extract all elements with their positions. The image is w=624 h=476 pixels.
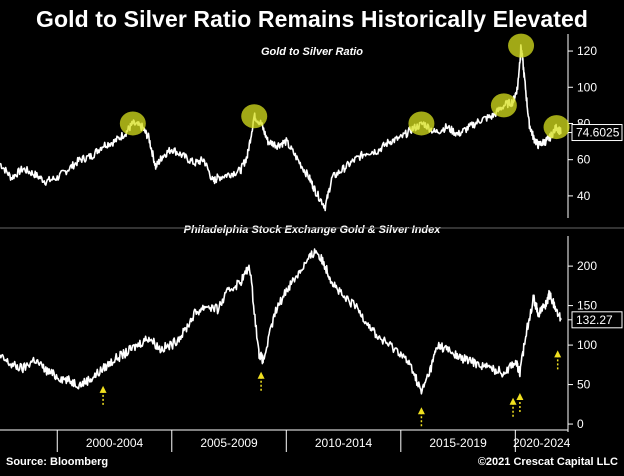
series-line xyxy=(0,248,562,395)
peak-highlight-marker xyxy=(408,111,435,136)
y-tick-label: 120 xyxy=(577,44,597,58)
x-period-label: 2015-2019 xyxy=(429,436,487,450)
x-period-label: 2000-2004 xyxy=(86,436,144,450)
y-tick-label: 50 xyxy=(577,378,591,392)
y-tick-label: 60 xyxy=(577,153,591,167)
low-arrow-head xyxy=(417,407,425,415)
low-arrow-head xyxy=(509,397,517,405)
y-tick-label: 0 xyxy=(577,417,584,431)
last-value-box xyxy=(571,124,623,142)
index-panel: Philadelphia Stock Exchange Gold & Silve… xyxy=(0,224,623,452)
peak-highlight-marker xyxy=(241,104,268,129)
page-title: Gold to Silver Ratio Remains Historicall… xyxy=(35,6,589,32)
peak-highlight-marker xyxy=(508,33,535,58)
ratio-chart-title: Gold to Silver Ratio xyxy=(261,46,363,58)
y-tick-label: 150 xyxy=(577,299,597,313)
low-arrow-head xyxy=(516,393,524,401)
x-period-label: 2005-2009 xyxy=(200,436,258,450)
x-period-label: 2020-2024 xyxy=(513,436,571,450)
peak-highlight-marker xyxy=(119,111,146,136)
y-tick-label: 200 xyxy=(577,259,597,273)
last-value-label: 74.6025 xyxy=(576,126,620,140)
low-arrow-head xyxy=(257,371,265,379)
low-arrow-head xyxy=(554,350,562,358)
low-arrow-head xyxy=(99,385,107,393)
index-chart-title: Philadelphia Stock Exchange Gold & Silve… xyxy=(184,224,442,236)
source-label: Source: Bloomberg xyxy=(6,456,109,468)
copyright-label: ©2021 Crescat Capital LLC xyxy=(477,456,618,468)
x-period-label: 2010-2014 xyxy=(315,436,373,450)
y-tick-label: 40 xyxy=(577,189,591,203)
peak-highlight-marker xyxy=(490,93,517,118)
last-value-box xyxy=(571,311,623,329)
last-value-label: 132.27 xyxy=(576,313,613,327)
peak-highlight-marker xyxy=(543,115,570,140)
y-tick-label: 100 xyxy=(577,338,597,352)
series-line xyxy=(0,44,562,212)
y-tick-label: 100 xyxy=(577,80,597,94)
